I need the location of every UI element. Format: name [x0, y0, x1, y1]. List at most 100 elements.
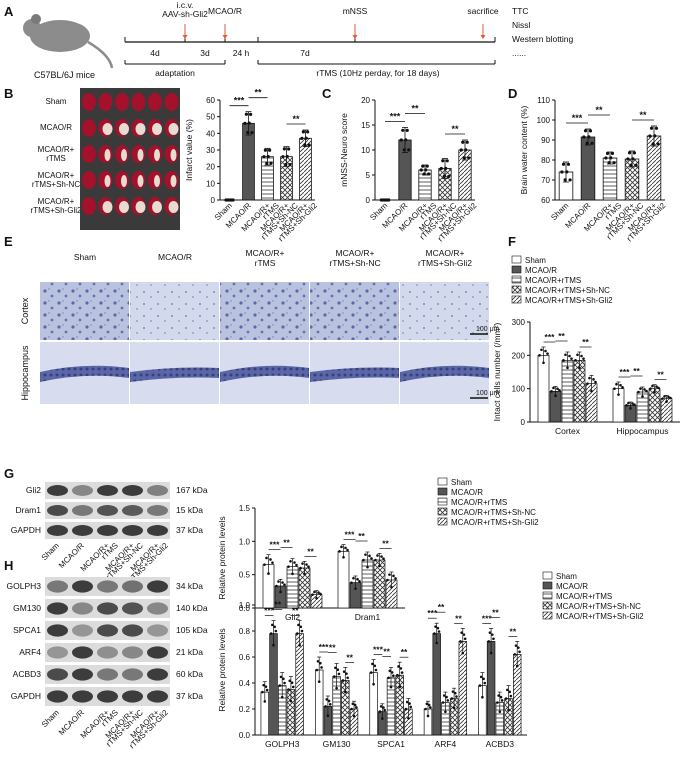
data-point	[289, 559, 292, 563]
data-point	[574, 359, 577, 362]
y-tick-label: 0.0	[239, 731, 251, 740]
data-point	[461, 651, 465, 655]
data-point	[643, 388, 646, 391]
blot-h-kda-label: 34 kDa	[176, 581, 203, 591]
y-axis-label: Relative protein levels	[217, 628, 227, 711]
data-point	[605, 151, 610, 155]
data-point	[374, 558, 377, 562]
legend-label: MCAO/R	[451, 488, 483, 497]
data-point	[625, 404, 628, 407]
data-point	[295, 563, 298, 567]
data-point	[353, 703, 357, 707]
blot-h-band-label: ACBD3	[13, 669, 42, 679]
group-row-label: Sham	[46, 97, 67, 106]
data-point	[281, 581, 284, 584]
data-point	[299, 566, 302, 570]
group-row-label: rTMS+Sh-Gli2	[31, 206, 82, 215]
data-point	[467, 156, 471, 160]
infarct-area	[121, 149, 127, 161]
data-point	[651, 142, 655, 146]
mouse-tail	[87, 40, 114, 69]
blot-h-lane-label: Sham	[40, 708, 61, 729]
legend-swatch	[542, 611, 553, 620]
data-point	[444, 710, 447, 714]
data-point	[334, 666, 337, 670]
cell-layer	[310, 367, 399, 382]
micrograph-header: rTMS+Sh-Gli2	[418, 258, 472, 268]
group-row-label: MCAO/R	[40, 123, 72, 132]
data-point	[506, 688, 509, 692]
data-point	[373, 664, 377, 668]
data-point	[500, 699, 504, 702]
data-point	[382, 706, 385, 709]
blot-band	[97, 485, 118, 496]
data-point	[303, 143, 307, 147]
infarct-area	[135, 201, 146, 213]
data-point	[435, 641, 438, 645]
data-point	[351, 702, 355, 706]
blot-band	[147, 690, 168, 703]
significance-mark: **	[595, 105, 603, 115]
data-point	[441, 159, 445, 163]
legend-swatch	[542, 591, 553, 600]
legend-label: Sham	[525, 256, 546, 265]
blot-band	[97, 668, 118, 681]
data-point	[594, 380, 597, 384]
data-point	[452, 706, 456, 710]
data-point	[627, 151, 632, 155]
data-point	[582, 135, 586, 139]
significance-mark: ***	[319, 642, 330, 652]
data-point	[425, 164, 429, 168]
y-tick-label: 100	[512, 385, 526, 394]
ttc-image	[80, 88, 180, 230]
data-point	[386, 578, 389, 582]
data-point	[287, 147, 291, 151]
blot-h-band-label: GOLPH3	[7, 581, 42, 591]
mouse-ear	[31, 14, 41, 24]
data-point	[550, 390, 553, 393]
infarct-area	[104, 175, 111, 187]
group-row-label: MCAO/R+	[38, 145, 75, 154]
data-point	[352, 714, 356, 718]
data-point	[371, 662, 374, 666]
data-point	[508, 690, 511, 694]
data-point	[504, 697, 508, 700]
data-point	[400, 671, 404, 674]
y-axis-label: Infarct value (%)	[184, 119, 194, 181]
data-point	[489, 651, 493, 655]
data-point	[301, 130, 305, 134]
panel-label-G: G	[4, 466, 14, 481]
significance-mark: **	[283, 538, 290, 548]
micrograph-header: MCAO/R+	[246, 248, 285, 258]
data-point	[478, 684, 482, 687]
panel-label-D: D	[508, 86, 517, 101]
data-point	[426, 714, 430, 718]
y-axis-label: mNSS-Neuro score	[339, 113, 349, 187]
infarct-area	[168, 123, 179, 135]
data-point	[289, 699, 293, 703]
infarct-area	[135, 123, 146, 135]
data-point	[425, 702, 429, 706]
data-point	[568, 354, 571, 358]
legend-label: MCAO/R+rTMS	[556, 592, 612, 601]
infarct-area	[119, 123, 129, 135]
data-point	[304, 136, 308, 140]
data-point	[424, 707, 427, 711]
data-point	[461, 140, 465, 144]
scale-bar-label: 100 μm	[476, 326, 500, 333]
data-point	[588, 376, 591, 380]
data-point	[568, 178, 572, 182]
y-axis-label: Relative protein levels	[217, 516, 227, 599]
y-tick-label: 1.5	[239, 504, 251, 513]
y-tick-label: 90	[541, 136, 550, 145]
data-point	[369, 671, 373, 674]
data-point	[609, 156, 613, 160]
data-point	[281, 155, 285, 159]
data-point	[434, 625, 437, 628]
data-point	[364, 553, 367, 556]
bar	[458, 641, 468, 736]
data-point	[394, 577, 397, 580]
data-point	[277, 580, 280, 583]
cell-layer	[400, 365, 489, 382]
y-tick-label: 0.6	[239, 653, 251, 662]
